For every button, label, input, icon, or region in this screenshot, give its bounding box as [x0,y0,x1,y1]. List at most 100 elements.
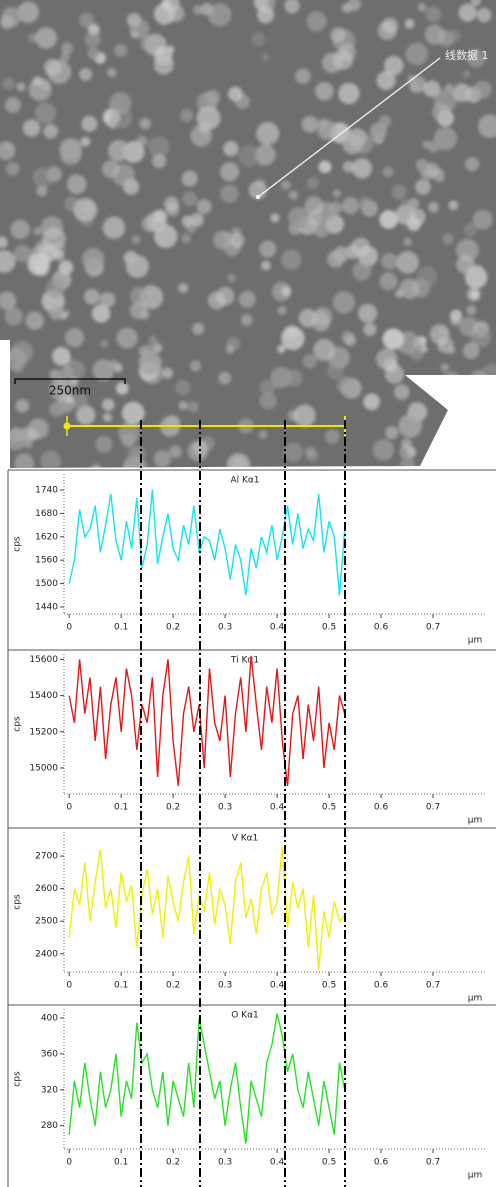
particle [225,345,235,354]
particle [336,376,356,395]
particle [379,272,398,291]
particle [344,335,357,347]
particle [107,67,117,78]
particle [406,447,417,457]
particle [295,68,311,85]
particle [281,326,305,351]
particle [122,178,140,195]
particle [352,261,372,281]
x-tick-label: 0.5 [322,1158,336,1168]
charts: Al Kα1 cps μm 1440 1500 1560 1620 1680 1740 0 0.1 0… [8,469,496,1181]
particle [476,7,492,23]
particle [332,49,354,70]
particle [192,322,205,335]
particle [385,426,399,440]
particle [417,2,427,12]
x-tick-label: 0.7 [426,623,440,633]
x-tick-label: 0.2 [166,981,180,991]
particle [281,286,291,297]
particle [55,377,69,391]
particle [136,135,148,147]
particle [259,240,277,258]
particle [304,446,316,458]
x-tick-label: 0.4 [270,1158,285,1168]
x-tick-label: 0.4 [270,803,285,813]
y-tick-label: 15400 [29,691,58,701]
particle [61,42,74,55]
particle [153,450,171,468]
particle [25,311,44,330]
particle [178,283,189,294]
particle [427,140,440,153]
particle [408,198,420,210]
x-tick-label: 0.1 [114,623,128,633]
particle [465,157,480,172]
particle [87,47,100,60]
particle [161,367,174,379]
particle [448,401,464,417]
particle [453,428,472,447]
particle [53,250,65,261]
x-tick-label: 0.6 [374,1158,389,1168]
x-tick-label: 0.7 [426,803,440,813]
particle [372,439,395,461]
particle [277,344,286,354]
particle [405,42,429,66]
particle [4,428,27,451]
particle [127,445,147,465]
particle [220,162,240,182]
particle [10,219,30,240]
particle [358,196,373,211]
data-line [68,846,346,971]
particle [318,160,332,174]
particle [472,209,493,230]
chart-title: O Kα1 [231,1011,259,1021]
particle [63,359,85,381]
particle [27,253,50,276]
chart-title: Al Kα1 [230,476,259,486]
particle [398,413,423,438]
particle [280,180,291,191]
particle [215,286,235,306]
particle [90,464,102,468]
particle [470,0,481,6]
particle [4,97,21,113]
particle [181,233,191,244]
scale-bar [14,378,126,384]
particle [415,179,431,195]
y-tick-label: 2700 [35,852,58,862]
particle [438,326,449,337]
x-tick-label: 0 [66,803,72,813]
particle [143,344,156,356]
x-tick-label: 0 [66,981,72,991]
particle [363,322,377,336]
y-tick-label: 400 [41,1013,58,1023]
particle [152,153,167,169]
x-tick-label: 0.6 [374,803,389,813]
particle [178,400,188,411]
y-tick-label: 15200 [29,727,58,737]
particle [259,392,277,410]
particle [22,119,41,137]
particle [351,158,373,179]
particle [376,70,396,90]
particle [148,335,158,345]
x-axis-label: μm [468,994,483,1004]
x-tick-label: 0.6 [374,623,389,633]
particle [258,430,268,440]
particle [463,222,478,237]
x-tick-label: 0.4 [270,623,285,633]
particle [116,327,138,349]
particle [190,124,213,147]
pointer-dot [256,195,260,199]
particle [391,184,407,200]
particle [84,31,101,48]
x-tick-label: 0.3 [218,623,232,633]
particle [99,291,116,308]
y-tick-label: 1440 [35,602,58,612]
particle [395,289,404,298]
particle [72,393,88,410]
particle [440,363,450,372]
particle [229,233,245,249]
particle [175,379,191,396]
